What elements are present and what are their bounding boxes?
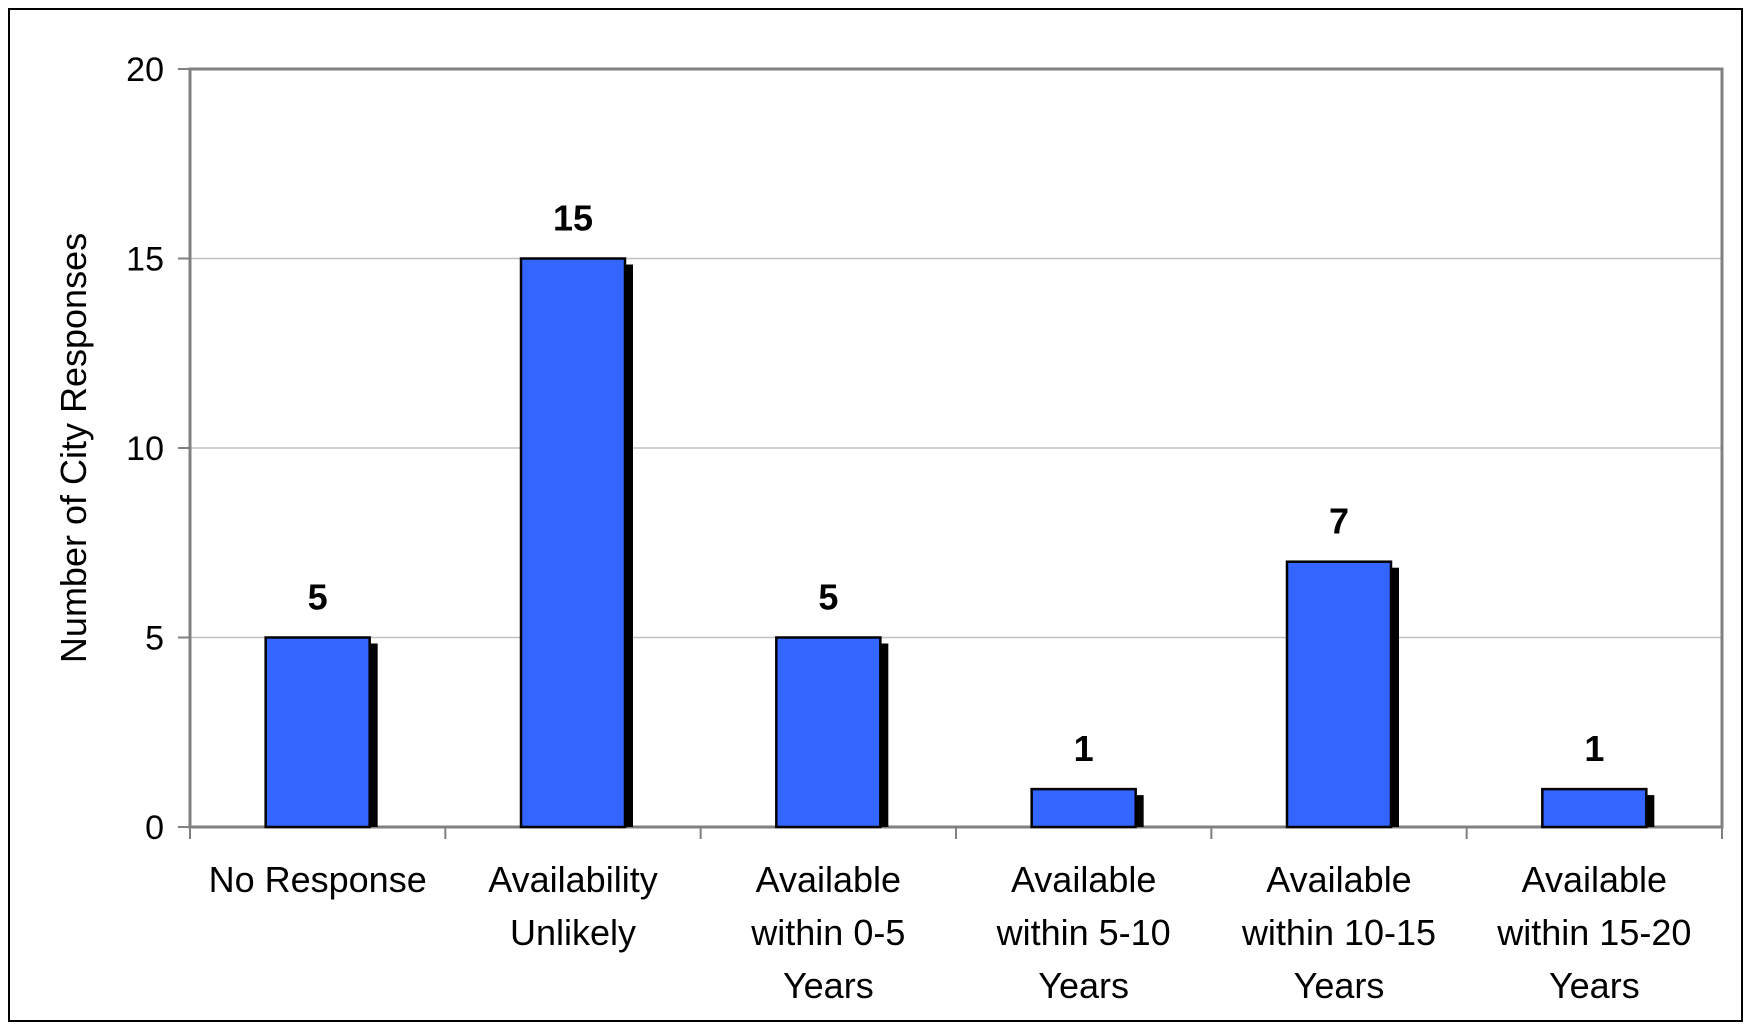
x-tick-label-line: Availability	[488, 859, 657, 900]
y-tick-label: 20	[126, 51, 164, 89]
bar	[1030, 787, 1137, 829]
x-tick-label-line: Years	[1549, 965, 1640, 1006]
chart-frame	[8, 8, 1743, 1022]
y-tick-label: 10	[126, 430, 164, 468]
x-tick-label-line: Years	[1294, 965, 1385, 1006]
bar	[1541, 787, 1648, 829]
x-tick-label: Available within 15-20 Years	[1496, 859, 1691, 1006]
x-tick-label-line: Years	[783, 965, 874, 1006]
y-tick-label: 15	[126, 241, 164, 279]
data-label: 1	[1584, 728, 1604, 769]
data-label: 5	[818, 577, 838, 618]
gridlines	[190, 257, 1722, 639]
x-tick-label-line: Unlikely	[510, 912, 636, 953]
axes	[178, 67, 1724, 839]
data-label: 1	[1074, 728, 1094, 769]
x-tick-label-line: within 5-10	[996, 912, 1171, 953]
x-tick-label: Availability Unlikely	[488, 859, 657, 953]
y-tick-label: 0	[145, 809, 164, 847]
x-tick-label: Available within 10-15 Years	[1241, 859, 1436, 1006]
x-tick-label: Available within 5-10 Years	[996, 859, 1171, 1006]
bar	[264, 636, 371, 829]
x-tick-label-line: Available	[1011, 859, 1156, 900]
x-tick-label-line: Available	[1266, 859, 1411, 900]
x-tick-label-line: No Response	[209, 859, 427, 900]
data-label: 5	[308, 577, 328, 618]
x-tick-label-line: Years	[1038, 965, 1129, 1006]
y-tick-label: 5	[145, 620, 164, 658]
y-axis-title: Number of City Responses	[53, 233, 94, 663]
x-tick-label: No Response	[209, 859, 427, 900]
x-tick-label-line: Available	[1522, 859, 1667, 900]
x-tick-label-line: within 10-15	[1241, 912, 1436, 953]
bar	[519, 257, 627, 829]
bar	[1285, 560, 1393, 829]
data-label: 7	[1329, 501, 1349, 542]
x-tick-label-line: within 0-5	[750, 912, 905, 953]
x-tick-label-line: within 15-20	[1496, 912, 1691, 953]
x-tick-label-line: Available	[756, 859, 901, 900]
bars	[264, 257, 1655, 829]
bar	[775, 636, 882, 829]
x-tick-label: Available within 0-5 Years	[750, 859, 905, 1006]
data-label: 15	[553, 198, 593, 239]
